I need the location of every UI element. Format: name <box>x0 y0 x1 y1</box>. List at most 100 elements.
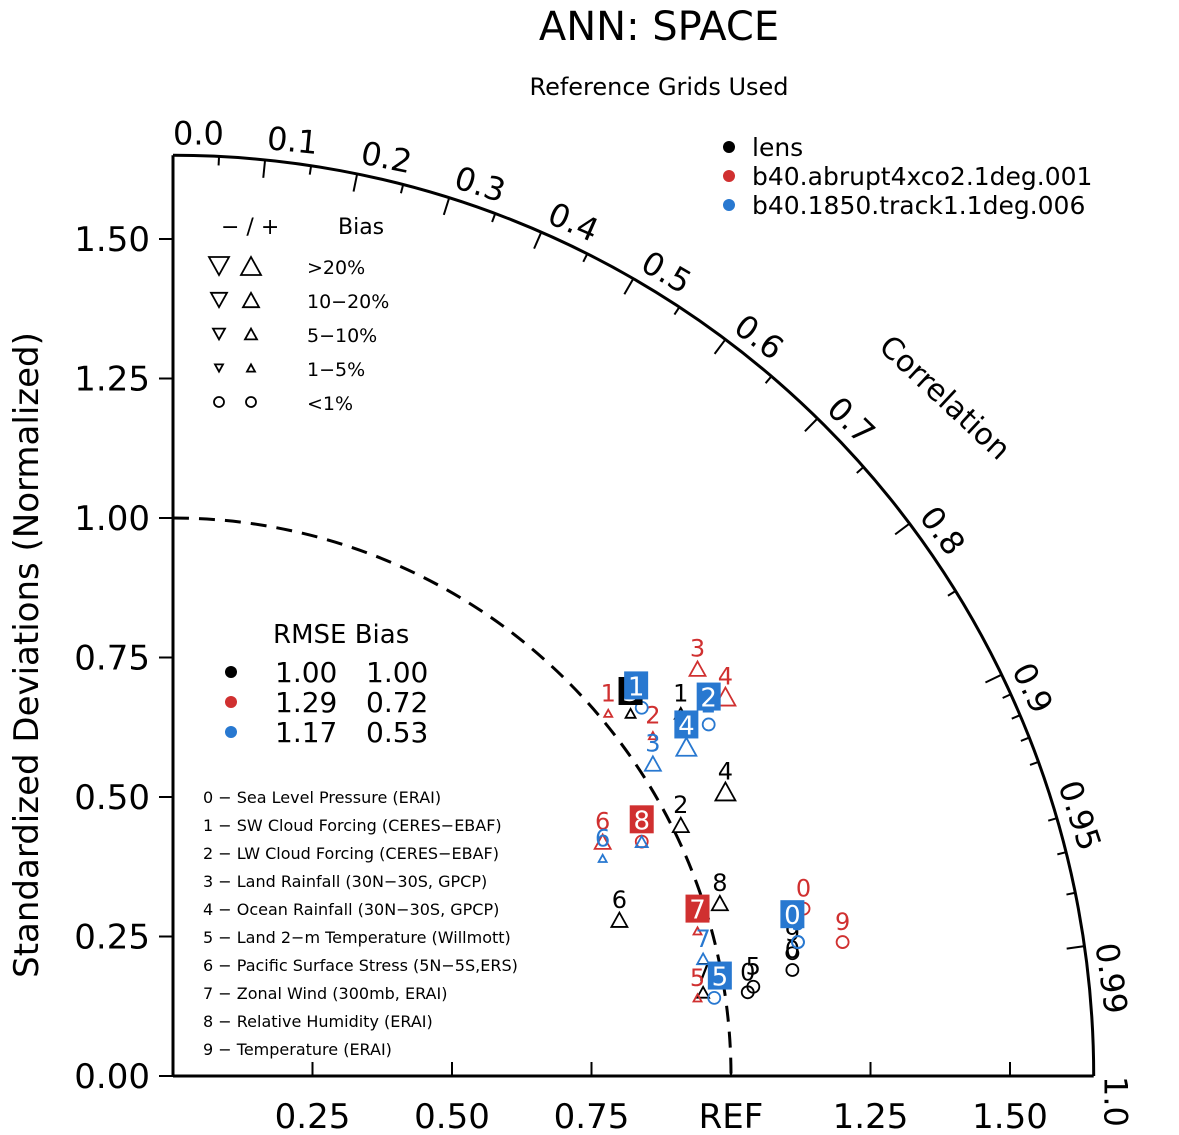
box-label: 2 <box>700 684 717 714</box>
data-point: 3 <box>643 730 663 772</box>
correlation-label: 0.95 <box>1051 776 1109 856</box>
correlation-tick <box>894 522 911 536</box>
reference-arc <box>172 516 733 1077</box>
correlation-label: 0.4 <box>542 195 604 250</box>
correlation-tick <box>352 173 359 192</box>
data-point: 1 <box>601 679 616 718</box>
boxed-point: 8 <box>629 805 654 836</box>
point-circle-marker <box>835 935 850 949</box>
bias-value: 1.00 <box>366 656 428 689</box>
correlation-tick <box>1020 736 1030 742</box>
correlation-label: 0.6 <box>727 307 791 368</box>
point-label: 1 <box>601 679 616 707</box>
model-legend-entry: lens <box>723 133 803 162</box>
rmse-bias-dot <box>225 666 237 678</box>
y-tick-label: 0.75 <box>74 639 150 679</box>
variable-legend-entry: 4 − Ocean Rainfall (30N−30S, GPCP) <box>203 900 499 919</box>
box-marker <box>780 900 805 929</box>
correlation-tick <box>1047 817 1058 822</box>
point-label: 5 <box>690 964 705 992</box>
boxed-point: 0 <box>780 900 805 931</box>
correlation-tick <box>308 165 313 175</box>
correlation-tick <box>1011 714 1021 720</box>
x-tick-label: 0.50 <box>414 1097 490 1135</box>
correlation-label: 0.99 <box>1087 940 1135 1016</box>
model-legend-entry: b40.1850.track1.1deg.006 <box>723 191 1085 220</box>
point-circle-marker <box>746 979 761 994</box>
model-legend-label: b40.1850.track1.1deg.006 <box>752 191 1085 220</box>
point-circle-marker <box>701 717 716 732</box>
model-legend-label: lens <box>752 133 803 162</box>
bias-legend-label: >20% <box>307 257 365 279</box>
bias-legend-row: 10−20% <box>209 290 389 313</box>
y-tick-label: 1.00 <box>74 499 150 539</box>
bias-legend-row: 1−5% <box>213 359 365 381</box>
point-label: 8 <box>712 869 727 897</box>
correlation-label: 0.0 <box>173 114 224 152</box>
data-point: 9 <box>835 908 850 949</box>
rmse-bias-row: 1.17 0.53 <box>225 716 428 749</box>
point-label: 9 <box>835 908 850 936</box>
x-tick-label: 0.25 <box>275 1097 351 1135</box>
correlation-label: 0.8 <box>912 499 973 563</box>
correlation-tick <box>1066 891 1076 896</box>
correlation-label: 0.5 <box>635 243 698 301</box>
bias-legend-row: <1% <box>213 393 353 415</box>
x-tick-label: 0.75 <box>554 1097 630 1135</box>
point-label: 5 <box>746 953 761 981</box>
box-marker <box>696 682 721 711</box>
correlation-tick <box>804 417 819 433</box>
correlation-label: 0.7 <box>820 389 883 452</box>
variable-legend-entry: 2 − LW Cloud Forcing (CERES−EBAF) <box>203 844 499 863</box>
bias-legend-label: <1% <box>307 393 353 415</box>
chart-subtitle: Reference Grids Used <box>529 73 788 101</box>
bias-legend-neg-triangle <box>211 327 227 342</box>
point-triangle-marker <box>691 925 704 936</box>
point-triangle-marker <box>691 992 704 1003</box>
correlation-tick <box>673 306 681 316</box>
data-point: 6 <box>595 824 610 863</box>
box-marker <box>707 961 732 990</box>
point-label: 2 <box>673 791 688 819</box>
correlation-tick <box>947 590 957 597</box>
data-point: 5 <box>746 953 761 994</box>
variable-legend-entry: 3 − Land Rainfall (30N−30S, GPCP) <box>203 872 487 891</box>
point-triangle-marker <box>597 852 609 863</box>
variable-legend-entry: 6 − Pacific Surface Stress (5N−5S,ERS) <box>203 956 518 975</box>
data-point: 6 <box>593 808 613 850</box>
model-legend-dot <box>723 170 735 182</box>
variable-legend-entry: 1 − SW Cloud Forcing (CERES−EBAF) <box>203 816 502 835</box>
point-label: 4 <box>718 757 733 785</box>
correlation-tick <box>491 213 497 223</box>
box-marker <box>685 894 710 923</box>
correlation-tick <box>623 278 635 295</box>
correlation-tick <box>262 159 267 178</box>
point-label: 2 <box>645 702 660 730</box>
y-axis-label: Standardized Deviations (Normalized) <box>7 332 47 978</box>
rmse-value: 1.29 <box>275 686 337 719</box>
variable-legend-entry: 9 − Temperature (ERAI) <box>203 1040 392 1059</box>
model-legend-dot <box>723 199 735 211</box>
correlation-tick <box>533 231 543 250</box>
outer-arc <box>172 153 1096 1077</box>
variable-legend-entry: 0 − Sea Level Pressure (ERAI) <box>203 788 441 807</box>
point-triangle-marker <box>710 893 730 912</box>
bias-legend-pos-circle <box>245 396 257 408</box>
bias-legend-row: 5−10% <box>211 325 377 347</box>
bias-legend-pos-triangle <box>241 290 261 309</box>
correlation-label: 1.0 <box>1097 1076 1135 1127</box>
point-triangle-marker <box>671 815 691 833</box>
correlation-tick <box>1057 851 1067 856</box>
y-tick-label: 1.25 <box>74 360 150 400</box>
x-tick-label: REF <box>699 1097 764 1135</box>
data-point: 4 <box>713 757 737 802</box>
point-triangle-marker <box>695 985 711 999</box>
correlation-tick <box>1002 693 1012 699</box>
rmse-bias-dot <box>225 726 237 738</box>
point-label: 6 <box>595 808 610 836</box>
point-triangle-marker <box>643 754 663 772</box>
variable-legend-entry: 8 − Relative Humidity (ERAI) <box>203 1012 433 1031</box>
data-point: 6 <box>609 886 629 928</box>
y-tick-label: 1.50 <box>74 220 150 260</box>
point-triangle-marker <box>695 951 711 966</box>
